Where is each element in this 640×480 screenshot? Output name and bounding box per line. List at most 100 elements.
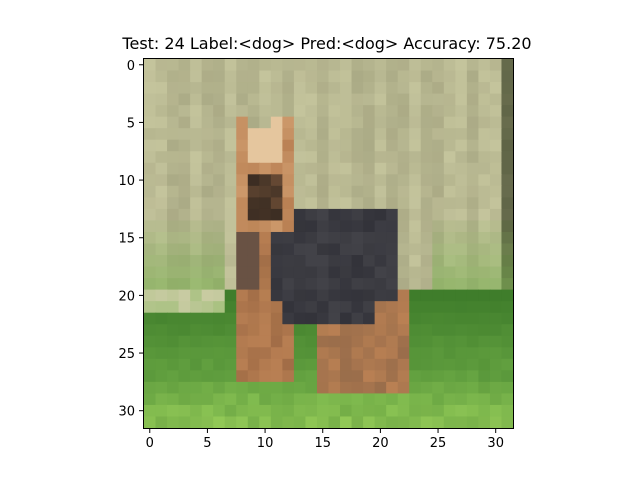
image-pixel xyxy=(432,301,444,313)
image-pixel xyxy=(329,336,341,348)
image-pixel xyxy=(236,255,248,267)
image-pixel xyxy=(432,128,444,140)
image-pixel xyxy=(363,416,375,428)
image-pixel xyxy=(167,405,179,417)
image-pixel xyxy=(329,278,341,290)
image-pixel xyxy=(467,405,479,417)
image-pixel xyxy=(144,174,156,186)
image-pixel xyxy=(478,186,490,198)
image-pixel xyxy=(421,232,433,244)
image-pixel xyxy=(282,186,294,198)
image-pixel xyxy=(282,370,294,382)
image-pixel xyxy=(225,151,237,163)
image-pixel xyxy=(352,82,364,94)
image-pixel xyxy=(305,209,317,221)
image-pixel xyxy=(236,232,248,244)
image-pixel xyxy=(467,267,479,279)
image-pixel xyxy=(340,324,352,336)
image-pixel xyxy=(236,220,248,232)
image-pixel xyxy=(156,301,168,313)
image-pixel xyxy=(467,94,479,106)
image-pixel xyxy=(421,151,433,163)
image-pixel xyxy=(248,244,260,256)
image-pixel xyxy=(363,255,375,267)
image-pixel xyxy=(271,382,283,394)
image-pixel xyxy=(478,290,490,302)
image-pixel xyxy=(478,336,490,348)
image-pixel xyxy=(282,105,294,117)
image-pixel xyxy=(501,128,513,140)
image-pixel xyxy=(409,232,421,244)
image-pixel xyxy=(467,82,479,94)
image-pixel xyxy=(467,370,479,382)
image-pixel xyxy=(375,140,387,152)
image-pixel xyxy=(363,301,375,313)
image-pixel xyxy=(329,324,341,336)
image-pixel xyxy=(501,244,513,256)
image-pixel xyxy=(271,278,283,290)
image-pixel xyxy=(421,347,433,359)
image-pixel xyxy=(363,220,375,232)
image-pixel xyxy=(190,197,202,209)
image-pixel xyxy=(444,359,456,371)
image-pixel xyxy=(386,301,398,313)
image-pixel xyxy=(248,105,260,117)
image-pixel xyxy=(375,209,387,221)
image-pixel xyxy=(501,151,513,163)
image-pixel xyxy=(375,197,387,209)
image-pixel xyxy=(317,128,329,140)
image-pixel xyxy=(432,370,444,382)
image-pixel xyxy=(225,370,237,382)
image-pixel xyxy=(167,359,179,371)
image-pixel xyxy=(386,128,398,140)
image-pixel xyxy=(317,220,329,232)
image-pixel xyxy=(179,209,191,221)
image-pixel xyxy=(317,186,329,198)
image-pixel xyxy=(236,347,248,359)
image-pixel xyxy=(294,382,306,394)
image-pixel xyxy=(478,313,490,325)
image-pixel xyxy=(317,163,329,175)
image-pixel xyxy=(271,313,283,325)
image-pixel xyxy=(501,174,513,186)
image-pixel xyxy=(282,255,294,267)
image-pixel xyxy=(144,117,156,129)
image-pixel xyxy=(398,313,410,325)
image-pixel xyxy=(190,82,202,94)
image-pixel xyxy=(386,370,398,382)
image-pixel xyxy=(490,393,502,405)
image-pixel xyxy=(329,393,341,405)
image-pixel xyxy=(352,232,364,244)
image-pixel xyxy=(455,416,467,428)
image-pixel xyxy=(432,197,444,209)
image-pixel xyxy=(352,382,364,394)
image-pixel xyxy=(375,117,387,129)
image-pixel xyxy=(167,94,179,106)
image-pixel xyxy=(213,370,225,382)
image-pixel xyxy=(455,244,467,256)
image-pixel xyxy=(363,151,375,163)
image-pixel xyxy=(248,82,260,94)
image-pixel xyxy=(248,209,260,221)
y-tick-label: 10 xyxy=(118,174,135,189)
image-pixel xyxy=(375,163,387,175)
image-pixel xyxy=(340,209,352,221)
image-pixel xyxy=(282,59,294,71)
image-pixel xyxy=(386,140,398,152)
image-pixel xyxy=(144,359,156,371)
image-pixel xyxy=(363,393,375,405)
image-pixel xyxy=(398,267,410,279)
image-pixel xyxy=(363,370,375,382)
x-tick-label: 10 xyxy=(257,436,274,451)
image-pixel xyxy=(409,128,421,140)
image-pixel xyxy=(156,105,168,117)
image-pixel xyxy=(179,370,191,382)
image-pixel xyxy=(352,313,364,325)
image-pixel xyxy=(386,220,398,232)
image-pixel xyxy=(444,117,456,129)
image-pixel xyxy=(386,416,398,428)
image-pixel xyxy=(340,105,352,117)
image-pixel xyxy=(259,174,271,186)
image-pixel xyxy=(329,186,341,198)
image-pixel xyxy=(305,278,317,290)
